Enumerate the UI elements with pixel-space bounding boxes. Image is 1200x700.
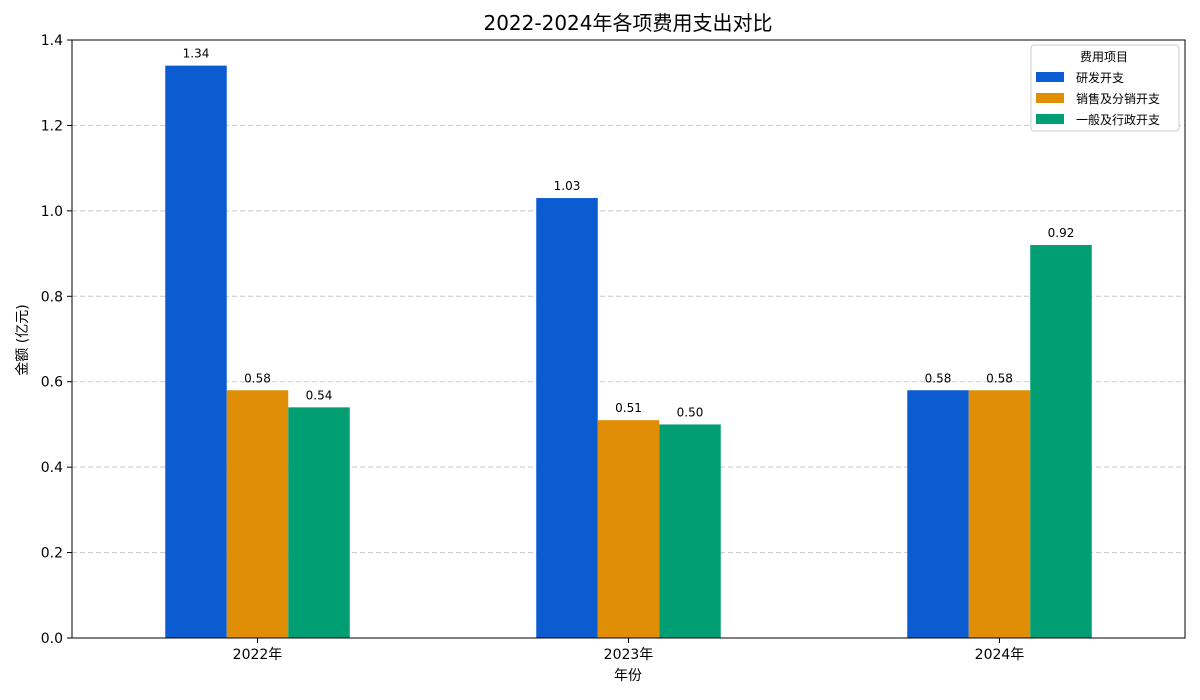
bar-value-labels: 1.34 0.58 0.54 1.03 0.51 0.50 0.58 0.58 0.92 xyxy=(183,47,1075,420)
legend-label: 研发开支 xyxy=(1076,70,1124,85)
y-tick-label: 0.2 xyxy=(41,546,63,562)
x-tick-label: 2024年 xyxy=(975,647,1025,663)
bar-value-label: 1.34 xyxy=(183,47,210,61)
bar-value-label: 0.58 xyxy=(986,371,1013,385)
y-axis-label: 金额 (亿元) xyxy=(15,304,31,375)
x-tick-label: 2023年 xyxy=(604,647,654,663)
bar xyxy=(165,65,227,639)
bar-value-label: 0.51 xyxy=(615,401,642,415)
y-tick-label: 1.4 xyxy=(41,33,63,49)
bar-value-label: 0.58 xyxy=(925,371,952,385)
bar xyxy=(226,390,289,638)
chart-title: 2022-2024年各项费用支出对比 xyxy=(483,11,772,35)
x-axis-ticks: 2022年 2023年 2024年 xyxy=(233,638,1025,663)
y-tick-label: 1.0 xyxy=(41,204,63,220)
bar-value-label: 0.50 xyxy=(677,405,704,419)
bar xyxy=(968,390,1031,638)
y-tick-label: 0.4 xyxy=(41,460,63,476)
y-tick-label: 1.2 xyxy=(41,118,63,134)
bar-value-label: 0.92 xyxy=(1048,226,1075,240)
y-axis-ticks: 0.0 0.2 0.4 0.6 0.8 1.0 1.2 1.4 xyxy=(41,33,72,647)
bar xyxy=(536,198,598,639)
x-tick-label: 2022年 xyxy=(233,647,283,663)
legend-label: 销售及分销开支 xyxy=(1076,91,1160,106)
bar xyxy=(1030,245,1092,638)
legend-swatch xyxy=(1036,72,1064,82)
legend-title: 费用项目 xyxy=(1080,50,1128,64)
legend-swatch xyxy=(1036,114,1064,124)
bar xyxy=(907,390,969,638)
x-axis-label: 年份 xyxy=(614,668,642,684)
bar-value-label: 0.54 xyxy=(306,388,333,402)
bar-value-label: 1.03 xyxy=(554,179,581,193)
y-tick-label: 0.0 xyxy=(41,631,63,647)
legend-swatch xyxy=(1036,93,1064,103)
legend-box xyxy=(1030,44,1180,132)
bar xyxy=(597,420,660,638)
bar xyxy=(288,407,350,638)
y-tick-label: 0.8 xyxy=(41,289,63,305)
bar-value-label: 0.58 xyxy=(244,371,271,385)
bar xyxy=(659,424,721,638)
bars xyxy=(165,65,1092,639)
legend-label: 一般及行政开支 xyxy=(1076,112,1160,127)
y-tick-label: 0.6 xyxy=(41,375,63,391)
